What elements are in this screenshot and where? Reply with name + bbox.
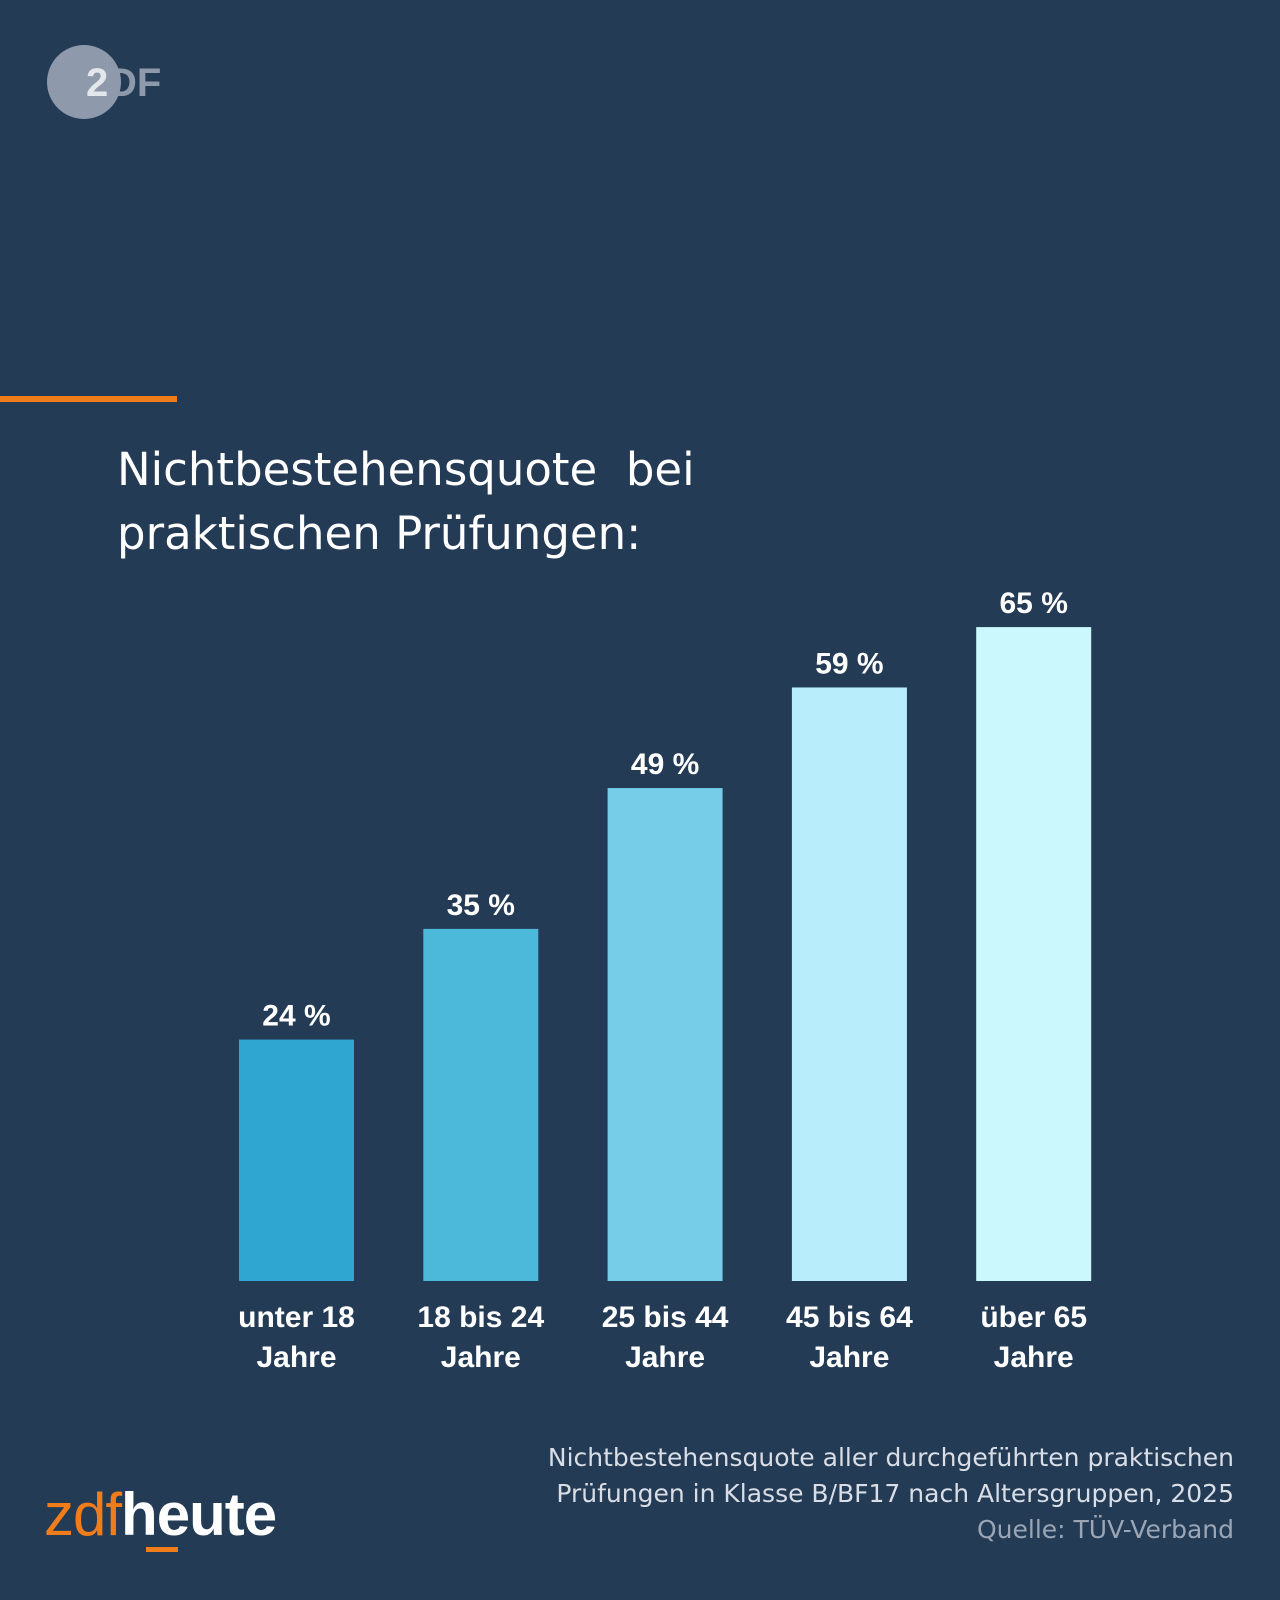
chart-title: Nichtbestehensquote bei praktischen Prüf… bbox=[117, 438, 695, 566]
category-label: unter 18 bbox=[238, 1301, 355, 1334]
category-label: Jahre bbox=[994, 1341, 1074, 1374]
footnote-line-2: Prüfungen in Klasse B/BF17 nach Altersgr… bbox=[556, 1479, 1234, 1508]
source-text: Quelle: TÜV-Verband bbox=[976, 1515, 1234, 1544]
category-label: Jahre bbox=[441, 1341, 521, 1374]
bar-chart: 24 % unter 18 Jahre 35 % 18 bis 24 Jahre 49 % 2… bbox=[238, 587, 1092, 1374]
bar bbox=[791, 687, 907, 1281]
zdfheute-logo: zdfheute bbox=[44, 1480, 277, 1549]
zdf-logo: 2 DF bbox=[47, 45, 161, 119]
bar bbox=[239, 1039, 354, 1281]
footnote-line-1: Nichtbestehensquote aller durchgeführten… bbox=[547, 1443, 1234, 1472]
category-label: Jahre bbox=[809, 1341, 889, 1374]
category-label: 18 bis 24 bbox=[417, 1301, 544, 1334]
category-label: über 65 bbox=[980, 1301, 1087, 1334]
category-label: 25 bis 44 bbox=[602, 1301, 729, 1334]
footnote: Nichtbestehensquote aller durchgeführten… bbox=[548, 1440, 1234, 1548]
title-line-2: praktischen Prüfungen: bbox=[117, 507, 642, 560]
value-label: 24 % bbox=[262, 1000, 330, 1033]
value-label: 35 % bbox=[447, 889, 515, 922]
bar bbox=[607, 788, 723, 1281]
bar bbox=[423, 928, 539, 1281]
brand-underline bbox=[146, 1547, 178, 1552]
accent-line bbox=[0, 396, 177, 402]
svg-text:DF: DF bbox=[108, 61, 161, 105]
brand-zdf: zdf bbox=[44, 1481, 122, 1548]
category-label: Jahre bbox=[256, 1341, 336, 1374]
value-label: 65 % bbox=[1000, 587, 1068, 620]
category-label: 45 bis 64 bbox=[786, 1301, 913, 1334]
value-label: 59 % bbox=[815, 647, 883, 680]
category-label: Jahre bbox=[625, 1341, 705, 1374]
svg-text:2: 2 bbox=[86, 61, 108, 105]
brand-heute: heute bbox=[121, 1481, 277, 1548]
value-label: 49 % bbox=[631, 748, 699, 781]
title-line-1: Nichtbestehensquote bei bbox=[117, 443, 695, 496]
bar bbox=[976, 627, 1092, 1281]
